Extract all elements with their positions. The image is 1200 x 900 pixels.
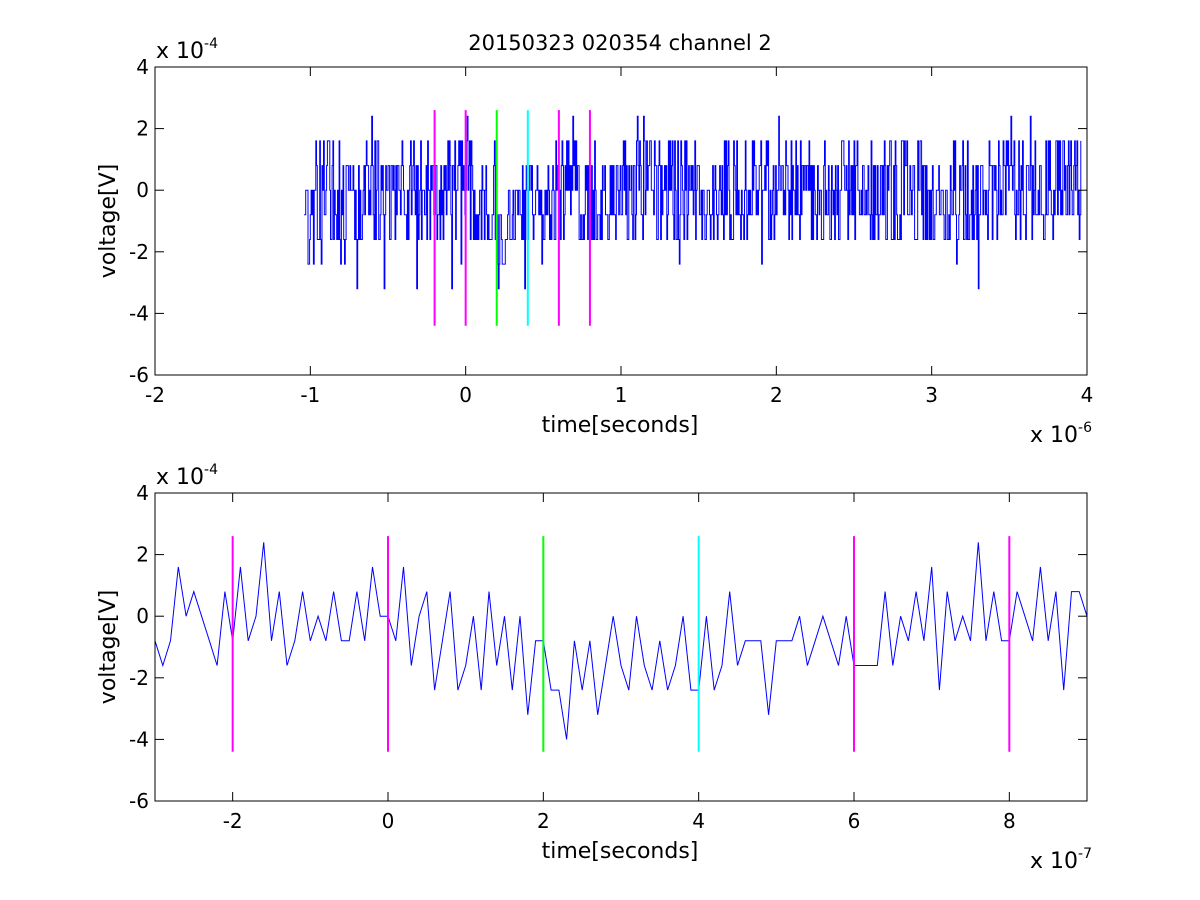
bottom-ticks: -2 0 2 4 6 8 -6 -4 -2 0 2 4 [129,481,1087,833]
bottom-data-layer [155,536,1087,752]
top-x-tick-label: 4 [1081,383,1094,407]
bottom-x-tick-label: 6 [848,809,861,833]
top-y-tick-label: -4 [129,301,149,325]
top-x-tick-label: 1 [615,383,628,407]
bottom-x-tick-label: 0 [382,809,395,833]
chart-title: 20150323 020354 channel 2 [468,31,772,55]
bottom-y-multiplier: x 10-4 [156,462,218,490]
top-x-multiplier: x 10-6 [1030,420,1092,448]
bottom-signal-trace [155,542,1087,740]
top-x-axis-label: time[seconds] [542,413,699,438]
bottom-y-multiplier-exp: -4 [204,462,218,478]
top-x-multiplier-base: x 10 [1030,423,1078,448]
top-x-tick-label: 3 [925,383,938,407]
bottom-x-multiplier-base: x 10 [1030,849,1078,874]
top-plot-area: -2 -1 0 1 2 3 4 -6 -4 -2 0 2 4 [129,55,1093,407]
top-y-axis-label: voltage[V] [96,164,121,278]
top-x-tick-label: 2 [770,383,783,407]
top-y-tick-label: -6 [129,363,149,387]
bottom-y-tick-label: 2 [136,543,149,567]
bottom-plot-area: -2 0 2 4 6 8 -6 -4 -2 0 2 4 [129,481,1088,833]
bottom-axes-box [154,492,1088,802]
bottom-x-tick-label: 2 [537,809,550,833]
bottom-y-axis-label: voltage[V] [96,590,121,704]
top-ticks: -2 -1 0 1 2 3 4 -6 -4 -2 0 2 4 [129,55,1093,407]
top-y-multiplier-exp: -4 [204,36,218,52]
bottom-y-tick-label: 4 [136,481,149,505]
bottom-panel: -2 0 2 4 6 8 -6 -4 -2 0 2 4 time[seconds] voltage[V… [96,462,1092,874]
bottom-x-tick-label: 4 [692,809,705,833]
top-data-layer [304,110,1082,326]
top-y-multiplier-base: x 10 [156,39,204,64]
bottom-y-tick-label: -4 [129,727,149,751]
bottom-y-tick-label: 0 [136,604,149,628]
top-x-tick-label: 0 [459,383,472,407]
bottom-x-tick-label: 8 [1003,809,1016,833]
top-x-tick-label: -2 [145,383,165,407]
bottom-x-multiplier: x 10-7 [1030,846,1092,874]
top-y-tick-label: -2 [129,240,149,264]
bottom-y-multiplier-base: x 10 [156,465,204,490]
top-x-tick-label: -1 [300,383,320,407]
bottom-y-tick-label: -2 [129,666,149,690]
top-y-multiplier: x 10-4 [156,36,218,64]
bottom-y-tick-label: -6 [129,789,149,813]
bottom-x-axis-label: time[seconds] [542,839,699,864]
bottom-x-multiplier-exp: -7 [1078,846,1092,862]
bottom-x-tick-label: -2 [223,809,243,833]
top-panel: 20150323 020354 channel 2 -2 -1 0 1 2 3 4-6-4-… [96,31,1093,448]
top-y-tick-label: 2 [136,117,149,141]
top-y-tick-label: 0 [136,178,149,202]
top-y-tick-label: 4 [136,55,149,79]
top-x-multiplier-exp: -6 [1078,420,1092,436]
